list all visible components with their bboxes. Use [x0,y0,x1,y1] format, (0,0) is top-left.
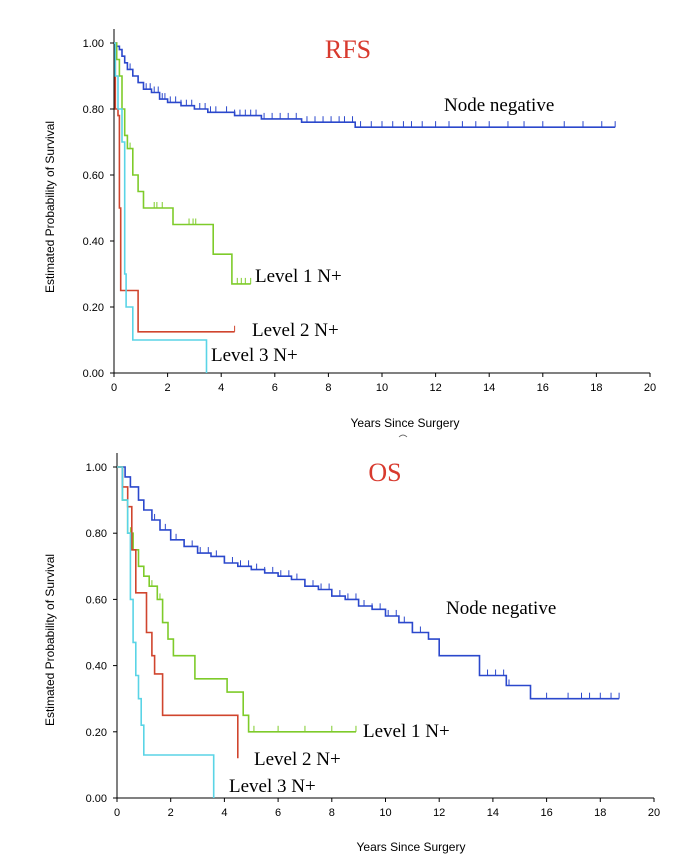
os-y-tick-label: 0.80 [86,528,107,540]
os-label-node-negative: Node negative [446,598,556,619]
rfs-x-tick-label: 4 [218,382,224,394]
rfs-y-tick-label: 0.40 [83,236,104,248]
rfs-x-axis-label: Years Since Surgery [351,416,460,430]
os-x-tick-label: 18 [594,807,606,819]
os-x-tick-label: 4 [221,807,227,819]
rfs-series-level-2 [114,42,235,333]
os-chart: OS Estimated Probability of Survival Yea… [43,453,660,854]
os-y-tick-label: 0.40 [86,661,107,673]
os-y-tick-label: 1.00 [86,462,107,474]
os-series-level-1 [117,466,356,733]
os-x-tick-label: 16 [540,807,552,819]
os-x-tick-label: 0 [114,807,120,819]
os-x-tick-label: 2 [168,807,174,819]
rfs-series-node-negative [114,42,616,128]
rfs-x-tick-label: 0 [111,382,117,394]
rfs-x-tick-label: 10 [376,382,388,394]
rfs-y-tick-label: 0.60 [83,170,104,182]
rfs-series-level-3 [114,42,208,373]
os-x-axis-label: Years Since Surgery [357,840,466,854]
os-x-tick-label: 12 [433,807,445,819]
rfs-y-axis-label: Estimated Probability of Survival [43,121,57,293]
rfs-y-tick-label: 0.20 [83,302,104,314]
os-label-level-3: Level 3 N+ [229,776,316,797]
rfs-y-tick-label: 0.00 [83,368,104,380]
rfs-label-node-negative: Node negative [444,95,554,116]
os-series-node-negative [117,466,620,700]
rfs-label-level-3: Level 3 N+ [211,345,298,366]
rfs-x-tick-label: 6 [272,382,278,394]
rfs-x-tick-label: 12 [429,382,441,394]
rfs-x-tick-label: 16 [537,382,549,394]
os-y-tick-label: 0.00 [86,793,107,805]
os-label-level-2: Level 2 N+ [254,749,341,770]
os-x-tick-label: 14 [487,807,499,819]
rfs-chart: RFS Estimated Probability of Survival Ye… [43,29,656,438]
os-x-tick-label: 8 [329,807,335,819]
os-chart-title: OS [368,458,401,487]
rfs-series-level-1 [114,42,251,285]
os-y-tick-label: 0.20 [86,727,107,739]
rfs-x-axis-label-caret [398,434,408,438]
rfs-label-level-1: Level 1 N+ [255,266,342,287]
rfs-y-tick-label: 0.80 [83,104,104,116]
os-label-level-1: Level 1 N+ [363,721,450,742]
rfs-x-tick-label: 20 [644,382,656,394]
rfs-x-tick-label: 2 [165,382,171,394]
os-series-level-3 [117,466,215,798]
rfs-y-tick-label: 1.00 [83,38,104,50]
os-series-level-2 [117,466,239,759]
os-x-tick-label: 6 [275,807,281,819]
os-x-tick-label: 10 [379,807,391,819]
rfs-x-tick-label: 14 [483,382,495,394]
rfs-x-tick-label: 18 [590,382,602,394]
rfs-label-level-2: Level 2 N+ [252,320,339,341]
os-x-tick-label: 20 [648,807,660,819]
os-y-tick-label: 0.60 [86,594,107,606]
rfs-chart-title: RFS [325,35,371,64]
os-y-axis-label: Estimated Probability of Survival [43,554,57,726]
rfs-x-tick-label: 8 [325,382,331,394]
